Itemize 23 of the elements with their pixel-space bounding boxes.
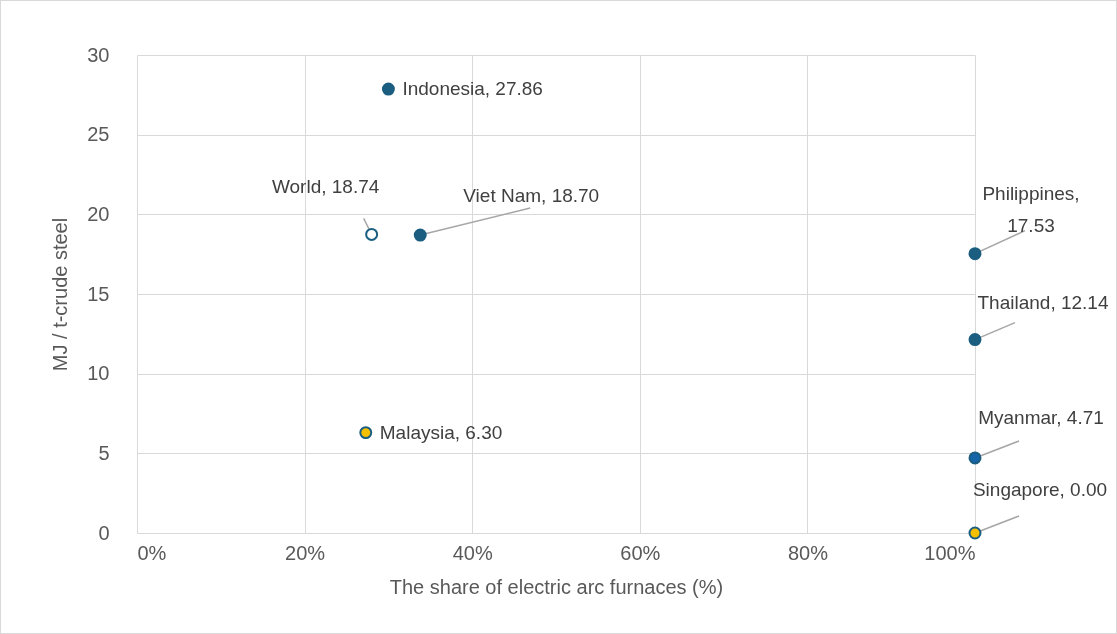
x-tick-label: 40% — [452, 541, 493, 564]
x-tick-label: 0% — [137, 541, 167, 564]
data-label: Philippines, 17.53 — [982, 182, 1080, 236]
x-tick-label: 80% — [787, 541, 829, 564]
x-tick-label: 20% — [285, 541, 326, 564]
x-axis-title: The share of electric arc furnaces (%) — [389, 575, 724, 598]
data-label: World, 18.74 — [271, 176, 380, 198]
data-label: Viet Nam, 18.70 — [463, 185, 600, 207]
y-tick-label: 0 — [98, 521, 110, 544]
y-tick-label: 25 — [87, 123, 110, 146]
y-tick-label: 5 — [98, 441, 110, 464]
y-axis-title: MJ / t-crude steel — [49, 217, 72, 372]
data-label: Thailand, 12.14 — [977, 291, 1109, 313]
data-label: Singapore, 0.00 — [972, 479, 1108, 500]
data-label: Malaysia, 6.30 — [379, 421, 503, 443]
data-label: Indonesia, 27.86 — [402, 78, 543, 100]
y-tick-label: 20 — [87, 202, 110, 225]
x-tick-label: 100% — [924, 541, 976, 564]
y-tick-label: 10 — [87, 362, 110, 385]
data-label: Myanmar, 4.71 — [978, 406, 1104, 428]
y-tick-label: 15 — [87, 282, 110, 305]
x-tick-label: 60% — [620, 541, 661, 564]
y-tick-label: 30 — [87, 43, 110, 66]
